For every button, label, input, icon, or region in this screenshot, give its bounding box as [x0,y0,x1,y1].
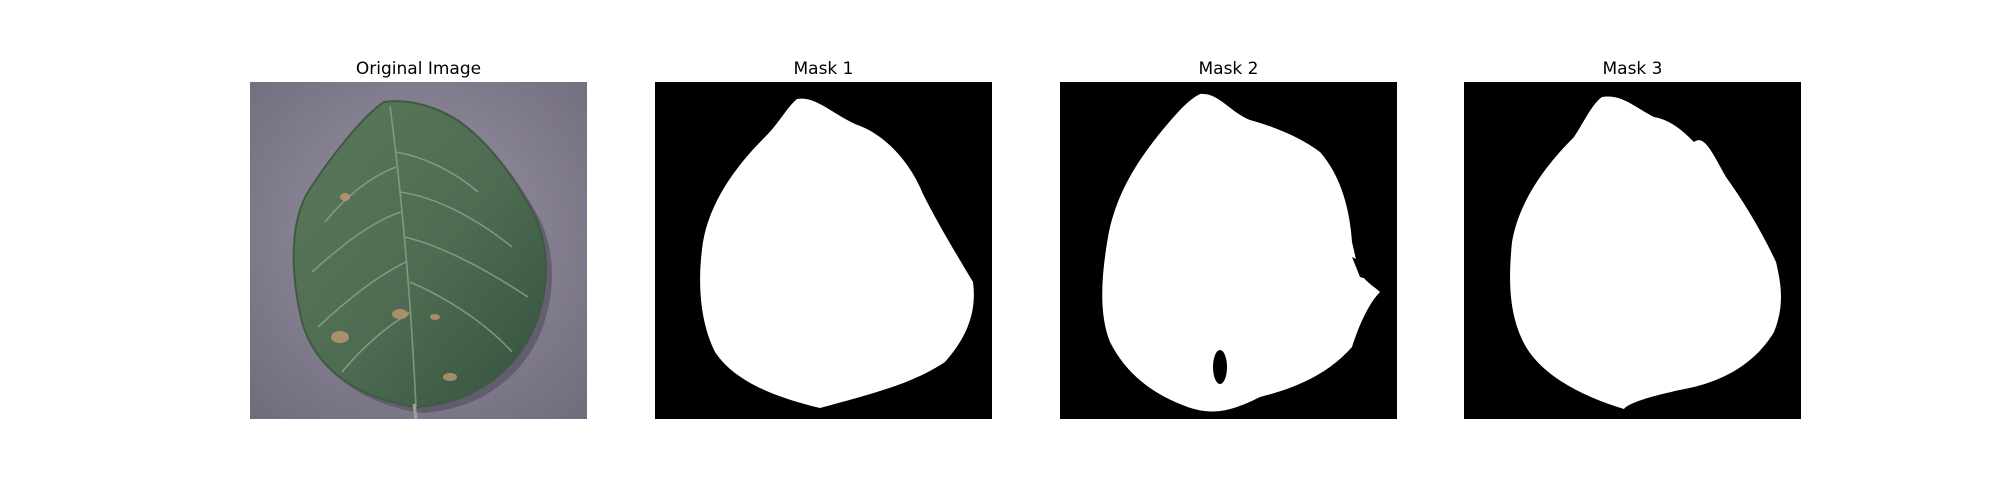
mask-image-3 [1464,82,1801,419]
panel-mask-3: Mask 3 [1464,56,1801,419]
leaf-veins [311,105,529,408]
leaf-stem [412,403,418,419]
leaf-blade [292,100,547,409]
panel-mask-2: Mask 2 [1060,56,1397,419]
mask-image-1 [655,82,992,419]
mask-region [1102,93,1380,412]
panel-mask-1: Mask 1 [655,56,992,419]
mask-hole [1213,350,1227,384]
panel-title: Mask 3 [1602,59,1663,79]
mask-notch [1352,257,1378,282]
leaf-spots [331,193,457,381]
panel-title: Original Image [355,59,482,79]
panel-title: Mask 1 [793,59,854,79]
mask-image-2 [1060,82,1397,419]
mask-region [700,98,974,409]
panel-original-image: Original Image [250,56,587,419]
leaf-photo [250,82,587,419]
panel-title: Mask 2 [1198,59,1259,79]
mask-region [1510,96,1781,409]
